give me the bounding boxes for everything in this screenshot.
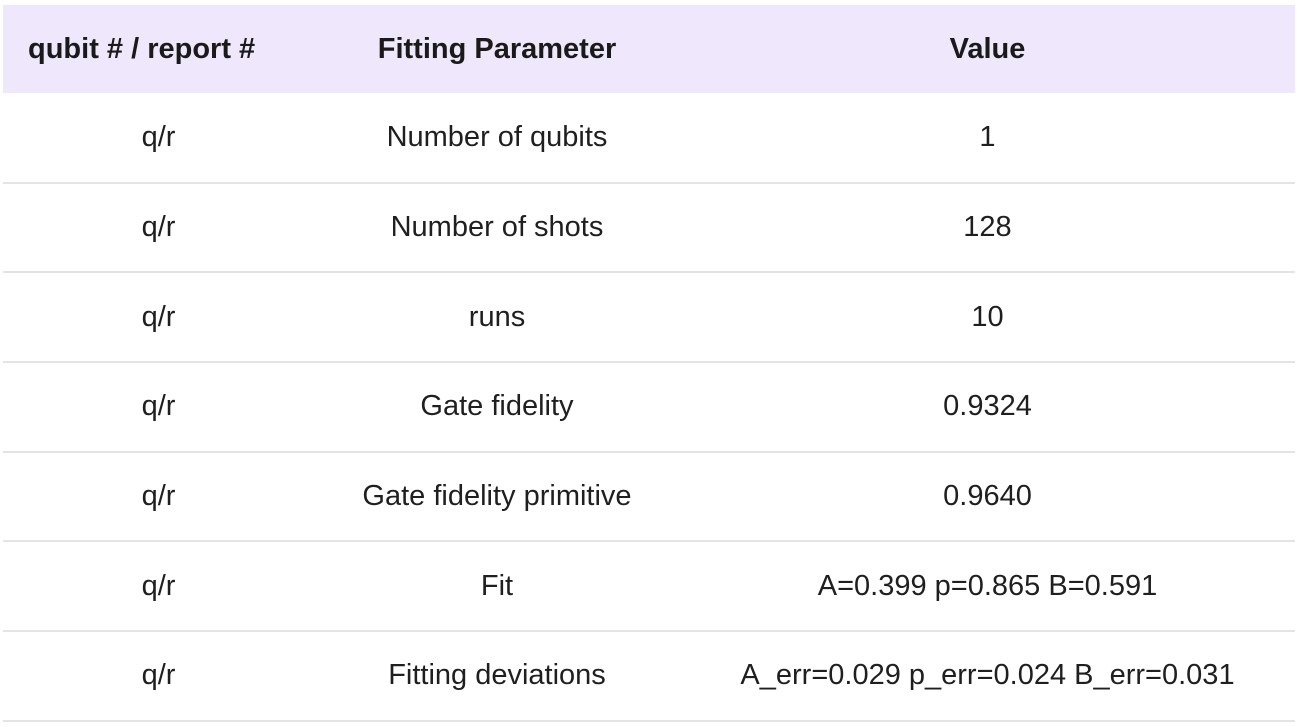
value-cell: 0.9324 — [943, 390, 1032, 423]
table-header: qubit # / report # Fitting Parameter Val… — [3, 5, 1295, 93]
qubit-report-cell: q/r — [141, 211, 176, 244]
column-header-qubit-report: qubit # / report # — [28, 32, 256, 65]
fitting-parameter-cell: Gate fidelity — [420, 390, 574, 423]
value-cell: 1 — [979, 120, 996, 153]
fitting-parameter-cell: Number of qubits — [386, 120, 608, 153]
table-row: q/r Number of qubits 1 — [3, 93, 1295, 183]
value-cell: 10 — [971, 300, 1004, 333]
value-cell: 128 — [963, 211, 1012, 244]
table-row: q/r Number of shots 128 — [3, 183, 1295, 273]
value-cell: A=0.399 p=0.865 B=0.591 — [817, 569, 1158, 602]
fitting-parameter-cell: Fit — [480, 569, 514, 602]
fitting-parameter-cell: runs — [468, 300, 526, 333]
qubit-report-cell: q/r — [141, 390, 176, 423]
table-row: q/r runs 10 — [3, 272, 1295, 363]
qubit-report-cell: q/r — [141, 480, 176, 513]
value-cell: 0.9640 — [943, 480, 1032, 513]
qubit-report-cell: q/r — [141, 569, 176, 602]
column-header-fitting-parameter: Fitting Parameter — [377, 32, 617, 65]
fitting-parameter-cell: Fitting deviations — [388, 659, 606, 692]
table-body: q/r Number of qubits 1 q/r Number of sho… — [3, 93, 1295, 721]
fitting-parameter-cell: Number of shots — [390, 211, 604, 244]
table-row: q/r Gate fidelity primitive 0.9640 — [3, 452, 1295, 542]
value-cell: A_err=0.029 p_err=0.024 B_err=0.031 — [740, 659, 1235, 692]
column-header-value: Value — [949, 32, 1026, 65]
qubit-report-cell: q/r — [141, 659, 176, 692]
fitting-parameters-table-container: qubit # / report # Fitting Parameter Val… — [3, 5, 1295, 722]
fitting-parameter-cell: Gate fidelity primitive — [362, 480, 632, 513]
table-row: q/r Fitting deviations A_err=0.029 p_err… — [3, 631, 1295, 721]
fitting-parameters-table: qubit # / report # Fitting Parameter Val… — [3, 5, 1295, 722]
table-row: q/r Fit A=0.399 p=0.865 B=0.591 — [3, 541, 1295, 632]
qubit-report-cell: q/r — [141, 120, 176, 153]
header-row: qubit # / report # Fitting Parameter Val… — [3, 5, 1295, 93]
table-row: q/r Gate fidelity 0.9324 — [3, 362, 1295, 452]
qubit-report-cell: q/r — [141, 300, 176, 333]
